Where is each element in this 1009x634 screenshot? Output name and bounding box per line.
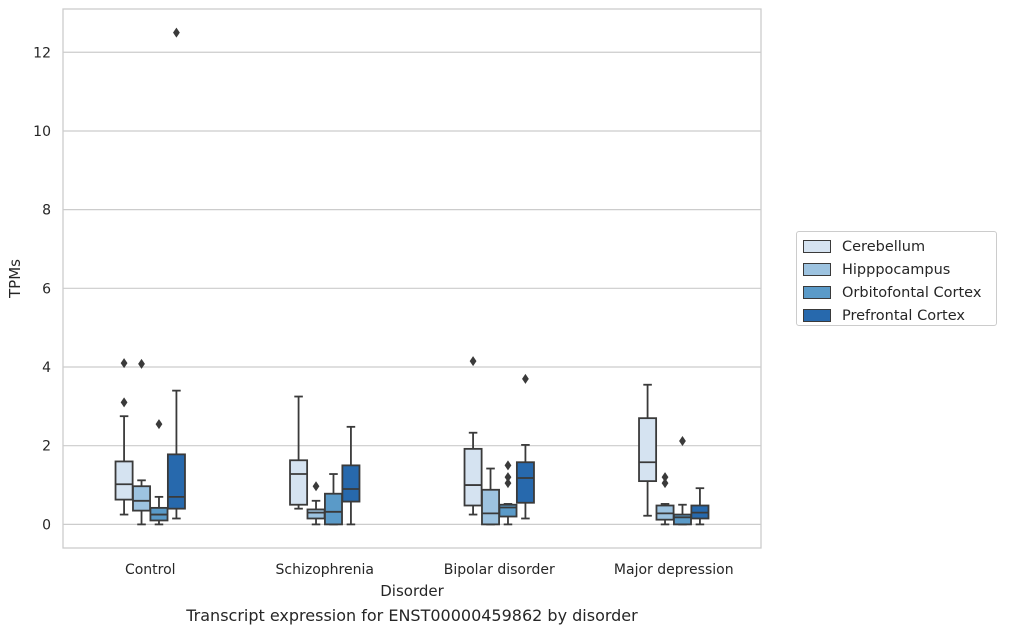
outlier-prefrontal-cortex-bipolar-disorder-0 [522, 373, 529, 384]
box-hipppocampus-major-depression [655, 472, 675, 526]
box-cerebellum-schizophrenia [289, 395, 309, 510]
outlier-hipppocampus-schizophrenia-0 [312, 481, 320, 492]
outlier-cerebellum-bipolar-disorder-0 [469, 356, 477, 367]
outlier-hipppocampus-major-depression-1 [661, 472, 669, 483]
legend-item-hippocampus: Hipppocampus [803, 258, 996, 281]
legend-swatch-cerebellum [803, 240, 831, 253]
legend: Cerebellum Hipppocampus Orbitofontal Cor… [796, 231, 997, 326]
x-axis-label: Disorder [380, 582, 444, 600]
y-tick-label-12: 12 [33, 45, 51, 61]
outlier-prefrontal-cortex-control-0 [173, 27, 180, 38]
outlier-orbitofontal-cortex-bipolar-disorder-1 [504, 472, 512, 483]
outlier-hipppocampus-major-depression-0 [661, 478, 669, 489]
legend-label-cerebellum: Cerebellum [842, 238, 926, 255]
y-tick-label-8: 8 [42, 203, 51, 219]
iqr-box-cerebellum-major-depression [638, 417, 658, 483]
iqr-box-hipppocampus-bipolar-disorder [481, 488, 500, 526]
legend-swatch-orbitofrontal [803, 286, 831, 299]
x-tick-label-schizophrenia: Schizophrenia [276, 562, 374, 578]
iqr-box-prefrontal-cortex-control [166, 453, 186, 510]
legend-swatch-hippocampus [803, 263, 831, 276]
box-cerebellum-major-depression [638, 383, 658, 517]
x-tick-label-bipolar-disorder: Bipolar disorder [444, 562, 555, 578]
box-prefrontal-cortex-major-depression [690, 487, 710, 526]
iqr-box-cerebellum-bipolar-disorder [463, 447, 483, 507]
box-hipppocampus-control [132, 358, 151, 526]
y-tick-label-6: 6 [42, 281, 51, 297]
y-axis-label: TPMs [6, 259, 24, 299]
iqr-box-prefrontal-cortex-bipolar-disorder [515, 461, 535, 504]
y-axis-ticks: 0 2 4 6 8 10 12 [33, 45, 51, 533]
box-orbitofontal-cortex-control [149, 419, 169, 526]
box-orbitofontal-cortex-schizophrenia [324, 473, 343, 526]
x-axis-ticks: Control Schizophrenia Bipolar disorder Majo… [125, 562, 734, 578]
outlier-orbitofontal-cortex-bipolar-disorder-2 [504, 460, 512, 471]
y-tick-label-10: 10 [33, 124, 51, 140]
y-tick-label-4: 4 [42, 360, 51, 376]
outlier-hipppocampus-control-0 [138, 358, 145, 369]
box-cerebellum-control [114, 358, 134, 516]
y-tick-label-0: 0 [42, 517, 51, 533]
outlier-orbitofontal-cortex-control-0 [155, 419, 163, 430]
plot-frame [62, 8, 762, 549]
iqr-box-prefrontal-cortex-schizophrenia [341, 464, 361, 503]
outlier-orbitofontal-cortex-bipolar-disorder-0 [504, 478, 512, 489]
box-prefrontal-cortex-schizophrenia [341, 425, 361, 526]
x-tick-label-major-depression: Major depression [614, 562, 734, 578]
figure-caption: Transcript expression for ENST0000045986… [186, 606, 638, 625]
outlier-orbitofontal-cortex-major-depression-0 [679, 435, 686, 446]
box-hipppocampus-schizophrenia [306, 481, 326, 526]
gridlines [63, 51, 761, 525]
outlier-cerebellum-control-1 [120, 358, 128, 369]
box-hipppocampus-bipolar-disorder [481, 467, 500, 526]
legend-item-prefrontal: Prefrontal Cortex [803, 304, 996, 327]
box-orbitofontal-cortex-bipolar-disorder [498, 460, 518, 526]
iqr-box-orbitofontal-cortex-bipolar-disorder [498, 503, 518, 518]
iqr-box-orbitofontal-cortex-major-depression [673, 513, 692, 526]
legend-item-orbitofrontal: Orbitofontal Cortex [803, 281, 996, 304]
outlier-cerebellum-control-0 [120, 397, 128, 408]
iqr-box-cerebellum-control [114, 460, 134, 501]
x-tick-label-control: Control [125, 562, 176, 578]
box-orbitofontal-cortex-major-depression [673, 435, 692, 526]
box-prefrontal-cortex-bipolar-disorder [515, 373, 535, 520]
iqr-box-hipppocampus-schizophrenia [306, 508, 326, 520]
iqr-box-cerebellum-schizophrenia [289, 459, 309, 506]
legend-label-prefrontal: Prefrontal Cortex [842, 307, 965, 324]
box-prefrontal-cortex-control [166, 27, 186, 520]
box-groups [114, 27, 710, 526]
box-cerebellum-bipolar-disorder [463, 356, 483, 516]
legend-label-hippocampus: Hipppocampus [842, 261, 951, 278]
legend-item-cerebellum: Cerebellum [803, 235, 996, 258]
iqr-box-hipppocampus-control [132, 485, 151, 512]
legend-label-orbitofrontal: Orbitofontal Cortex [842, 284, 982, 301]
iqr-box-orbitofontal-cortex-schizophrenia [324, 492, 343, 526]
y-tick-label-2: 2 [42, 439, 51, 455]
legend-swatch-prefrontal [803, 309, 831, 322]
